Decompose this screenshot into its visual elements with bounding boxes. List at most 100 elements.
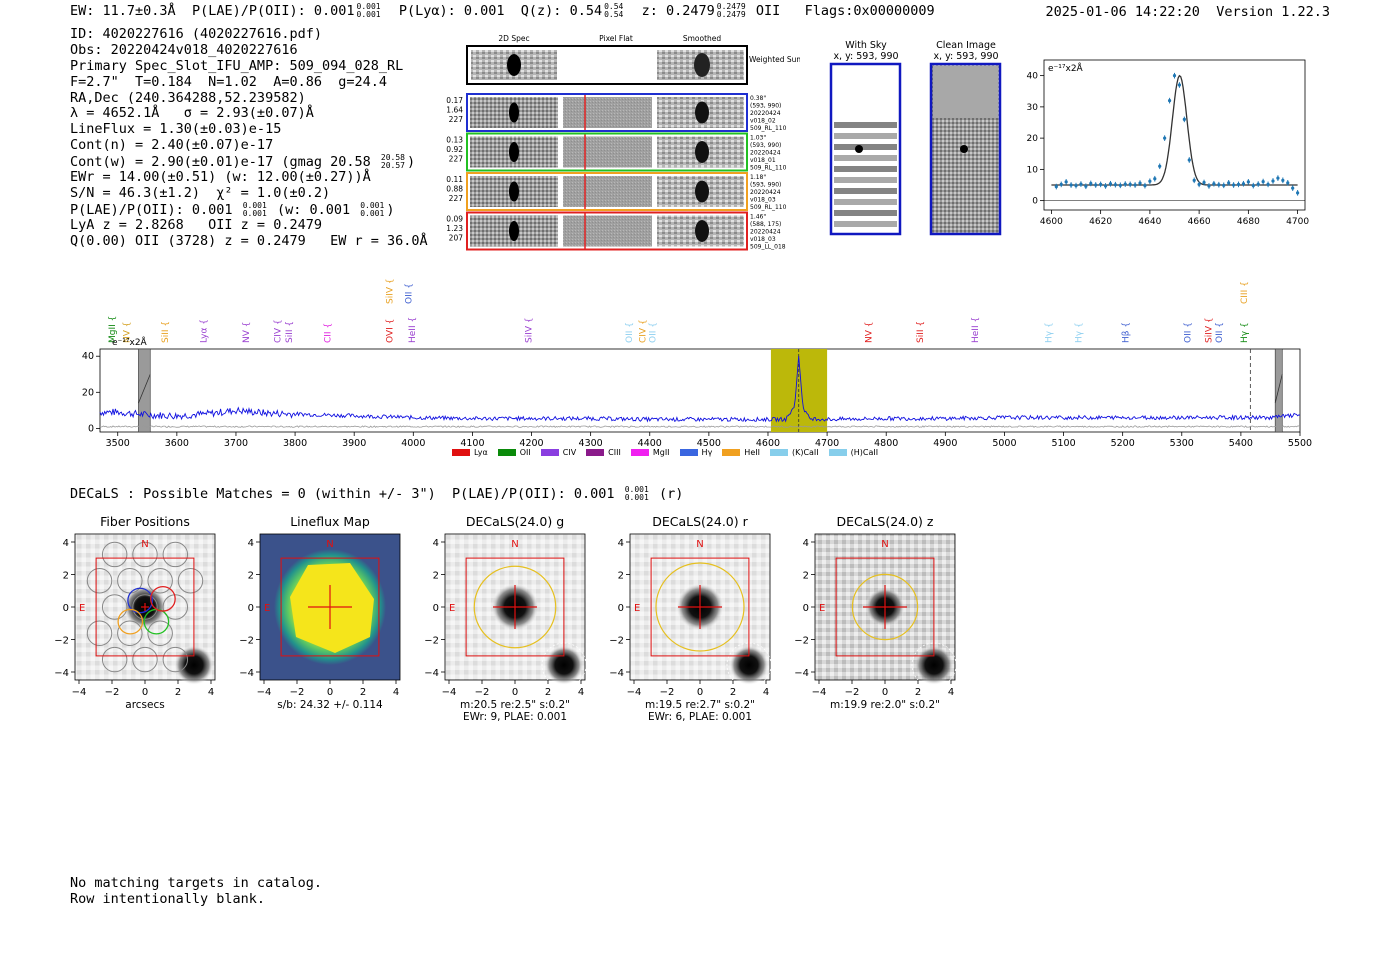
info-lyaz: LyA z = 2.8268 OII z = 0.2479 xyxy=(70,216,322,233)
sky-stripe xyxy=(834,122,897,128)
contw-close: ) xyxy=(406,154,416,171)
panel-ytick-label: −4 xyxy=(609,668,624,679)
strip-right-label: v018_02 xyxy=(750,118,776,125)
spec-xtick-label: 4600 xyxy=(756,438,780,449)
legend-swatch xyxy=(497,449,516,456)
panel-xtick-label: 2 xyxy=(915,687,921,698)
strip-right-label: 20220424 xyxy=(750,189,781,196)
line-label-text: SiII { xyxy=(161,321,171,343)
line-label-text: SiIV { xyxy=(1204,317,1214,343)
info-plae-row: P(LAE)/P(OII): 0.001 0.001 0.001 (w: 0.00… xyxy=(70,201,428,217)
panel-ytick-label: −4 xyxy=(794,668,809,679)
neighbor-blob xyxy=(174,645,214,685)
line-label-heii: HeII { xyxy=(408,317,418,343)
strip-right-label: (593, 990) xyxy=(750,142,781,149)
line-label-text: SiII { xyxy=(285,321,295,343)
plya-header: P(Lyα): 0.001 xyxy=(398,3,505,19)
east-label: E xyxy=(449,603,455,614)
aperture-ellipse xyxy=(851,573,919,641)
panel-ytick-label: 0 xyxy=(433,603,439,614)
zoom-point xyxy=(1246,180,1250,184)
plae-header: P(LAE)/P(OII): 0.001 xyxy=(191,3,355,19)
north-label: N xyxy=(326,539,333,550)
panel-flux: Lineflux Map N E −4−4 −2 −2 0 0 2 2 4 4 s/b: 24.32 +… xyxy=(239,514,401,711)
weighted-sum-label: Weighted Sum xyxy=(749,55,800,64)
zoom-point xyxy=(1222,183,1226,187)
strip-2d-source xyxy=(509,142,519,162)
strip-right-label: v018_03 xyxy=(750,236,776,243)
panel-caption: arcsecs xyxy=(125,699,164,711)
info-radec: RA,Dec (240.364288,52.239582) xyxy=(70,89,306,106)
line-label-text: Hγ { xyxy=(1240,322,1250,343)
zoom-ylabel: e⁻¹⁷x2Å xyxy=(1048,62,1084,74)
line-label-text: OII { xyxy=(649,322,659,343)
panel-title: Lineflux Map xyxy=(290,514,370,529)
zoom-point xyxy=(1182,117,1186,121)
zoom-fit xyxy=(1051,74,1298,186)
info-fwhm: F=2.7" T=0.184 N=1.02 A=0.86 g=24.4 xyxy=(70,73,387,90)
fiber-circle xyxy=(162,594,189,620)
qz-header: Q(z): 0.54 xyxy=(520,3,603,19)
neighbor-ellipse xyxy=(911,642,957,688)
zoom-point xyxy=(1261,179,1265,184)
fiber-circle xyxy=(86,567,113,594)
east-label: E xyxy=(819,603,825,614)
spec-xtick-label: 5000 xyxy=(992,438,1016,449)
spec-xtick-label: 3600 xyxy=(165,438,189,449)
panel-ytick-label: 2 xyxy=(433,571,439,582)
with-sky-stamp: With Sky x, y: 593, 990 xyxy=(829,40,902,236)
fiber-circle xyxy=(86,620,113,647)
legend-label: MgII xyxy=(652,448,670,457)
zoom-point xyxy=(1074,184,1078,188)
zoom-point xyxy=(1167,99,1172,103)
legend-swatch xyxy=(769,449,788,456)
panel-caption-2: EWr: 6, PLAE: 0.001 xyxy=(648,711,752,723)
north-label: N xyxy=(881,539,888,550)
panel-ytick-label: 4 xyxy=(248,538,254,549)
panel-title: Fiber Positions xyxy=(100,514,190,529)
zoom-point xyxy=(1133,183,1137,187)
z-line: OII xyxy=(755,3,781,19)
sky-stripe xyxy=(834,199,897,205)
zoom-ytick-label: 40 xyxy=(1027,72,1039,82)
panel-ytick-label: −2 xyxy=(609,636,624,647)
line-label-oii: OII { xyxy=(1184,322,1194,343)
legend-label: CIII xyxy=(608,448,621,457)
legend-item-5: Hγ xyxy=(679,448,712,457)
fiber-circle xyxy=(101,646,128,673)
fiber-circle xyxy=(147,620,173,647)
strip-left-label: 227 xyxy=(449,194,464,203)
strip-right-label: (593, 990) xyxy=(750,103,781,110)
info-sn: S/N = 46.3(±1.2) χ² = 1.0(±0.2) xyxy=(70,184,331,201)
legend-label: (H)CaII xyxy=(850,448,879,457)
full-spectrum: MgII {NV {SiII {Lyα {NV {CIV {SiII {CII … xyxy=(82,278,1312,449)
sky-stripe xyxy=(834,221,897,227)
strip-col-label-2: Smoothed xyxy=(683,34,722,43)
panel-g: DECaLS(24.0) g N E −4−4 −2 −2 0 0 2 2 4 4 m:20.5 re:… xyxy=(424,514,587,723)
strip-right-label: v018_01 xyxy=(750,157,776,164)
panel-xtick-label: 2 xyxy=(545,687,551,698)
panel-ytick-label: −2 xyxy=(239,636,254,647)
strip-left-label: 0.11 xyxy=(446,175,463,184)
ew-value: EW: 11.7±0.3Å xyxy=(70,3,176,19)
panel-caption: m:19.9 re:2.0" s:0.2" xyxy=(830,699,940,711)
strip-left-label: 0.09 xyxy=(446,215,463,224)
search-box xyxy=(835,557,935,657)
zoom-point xyxy=(1148,179,1152,183)
legend-item-2: CIV xyxy=(540,448,576,457)
zoom-xtick-label: 4600 xyxy=(1040,217,1063,227)
legend-item-0: Lyα xyxy=(452,448,488,457)
panel-xtick-label: 2 xyxy=(360,687,366,698)
zoom-point xyxy=(1172,74,1177,78)
zoom-point xyxy=(1256,182,1260,186)
panel-xtick-label: 4 xyxy=(948,687,954,698)
spec-ytick-label: 0 xyxy=(88,423,94,434)
zoom-point xyxy=(1069,183,1073,187)
decals-summary: DECaLS : Possible Matches = 0 (within +/… xyxy=(70,486,683,503)
line-label-text: SiII { xyxy=(916,321,926,343)
line-label-siii: SiII { xyxy=(285,321,295,343)
search-box xyxy=(95,557,195,657)
fiber-highlight xyxy=(127,587,153,614)
fiber-circle xyxy=(132,646,158,673)
panel-ytick-label: 2 xyxy=(803,571,809,582)
